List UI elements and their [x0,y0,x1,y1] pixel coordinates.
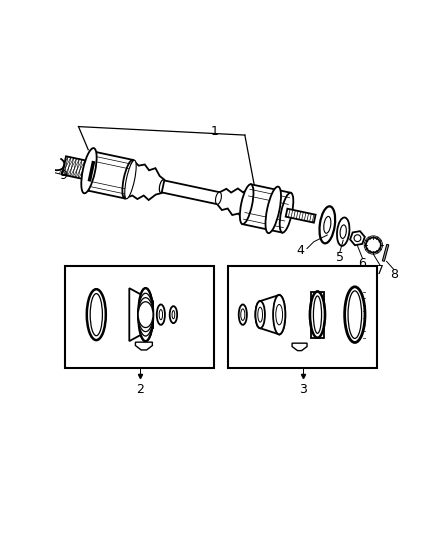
Ellipse shape [138,297,153,332]
Ellipse shape [348,291,362,338]
Ellipse shape [273,295,285,334]
Ellipse shape [345,287,365,343]
Ellipse shape [170,306,177,323]
Polygon shape [217,188,250,220]
Ellipse shape [255,301,265,328]
Bar [65,266,214,368]
Ellipse shape [265,187,281,233]
Polygon shape [129,288,153,341]
Bar [228,266,377,368]
Ellipse shape [159,180,166,193]
Ellipse shape [122,160,135,198]
Ellipse shape [258,307,262,322]
Polygon shape [88,152,133,198]
Ellipse shape [340,225,346,238]
Text: 2: 2 [136,383,144,396]
Ellipse shape [310,292,325,338]
Ellipse shape [138,293,153,336]
Ellipse shape [255,301,265,328]
Ellipse shape [366,238,381,253]
Ellipse shape [86,152,99,191]
Text: 3: 3 [299,383,307,396]
Ellipse shape [90,294,102,336]
Text: 1: 1 [211,125,219,138]
Ellipse shape [87,289,106,340]
Ellipse shape [337,217,350,246]
Polygon shape [260,295,279,334]
Ellipse shape [125,160,136,199]
Text: 4: 4 [296,244,304,257]
Ellipse shape [138,302,153,328]
Ellipse shape [239,304,247,325]
Text: 6: 6 [359,257,367,270]
Polygon shape [311,292,324,338]
Polygon shape [125,160,164,200]
Ellipse shape [324,216,331,233]
Polygon shape [162,181,220,204]
Text: 5: 5 [336,251,344,264]
Ellipse shape [273,295,285,334]
Polygon shape [88,161,94,181]
Text: 9: 9 [59,169,67,182]
Ellipse shape [138,288,153,341]
Ellipse shape [354,235,361,241]
Ellipse shape [138,297,153,332]
Text: 8: 8 [390,269,398,281]
Ellipse shape [310,292,325,338]
Ellipse shape [159,310,162,320]
Ellipse shape [241,309,245,320]
Ellipse shape [314,296,321,333]
Ellipse shape [138,302,153,328]
Ellipse shape [172,311,175,319]
Ellipse shape [138,288,153,341]
Ellipse shape [319,206,335,244]
Polygon shape [135,342,152,350]
Bar [382,244,389,261]
Polygon shape [243,184,291,232]
Polygon shape [292,343,307,351]
Ellipse shape [280,193,293,232]
Ellipse shape [240,184,254,224]
Ellipse shape [314,296,321,333]
Ellipse shape [81,148,97,193]
Ellipse shape [157,304,165,325]
Ellipse shape [138,293,153,336]
Ellipse shape [276,304,283,325]
Polygon shape [62,156,92,180]
Polygon shape [286,209,316,223]
Ellipse shape [138,288,153,341]
Polygon shape [350,231,365,245]
Ellipse shape [215,192,221,204]
Text: 7: 7 [376,264,384,277]
